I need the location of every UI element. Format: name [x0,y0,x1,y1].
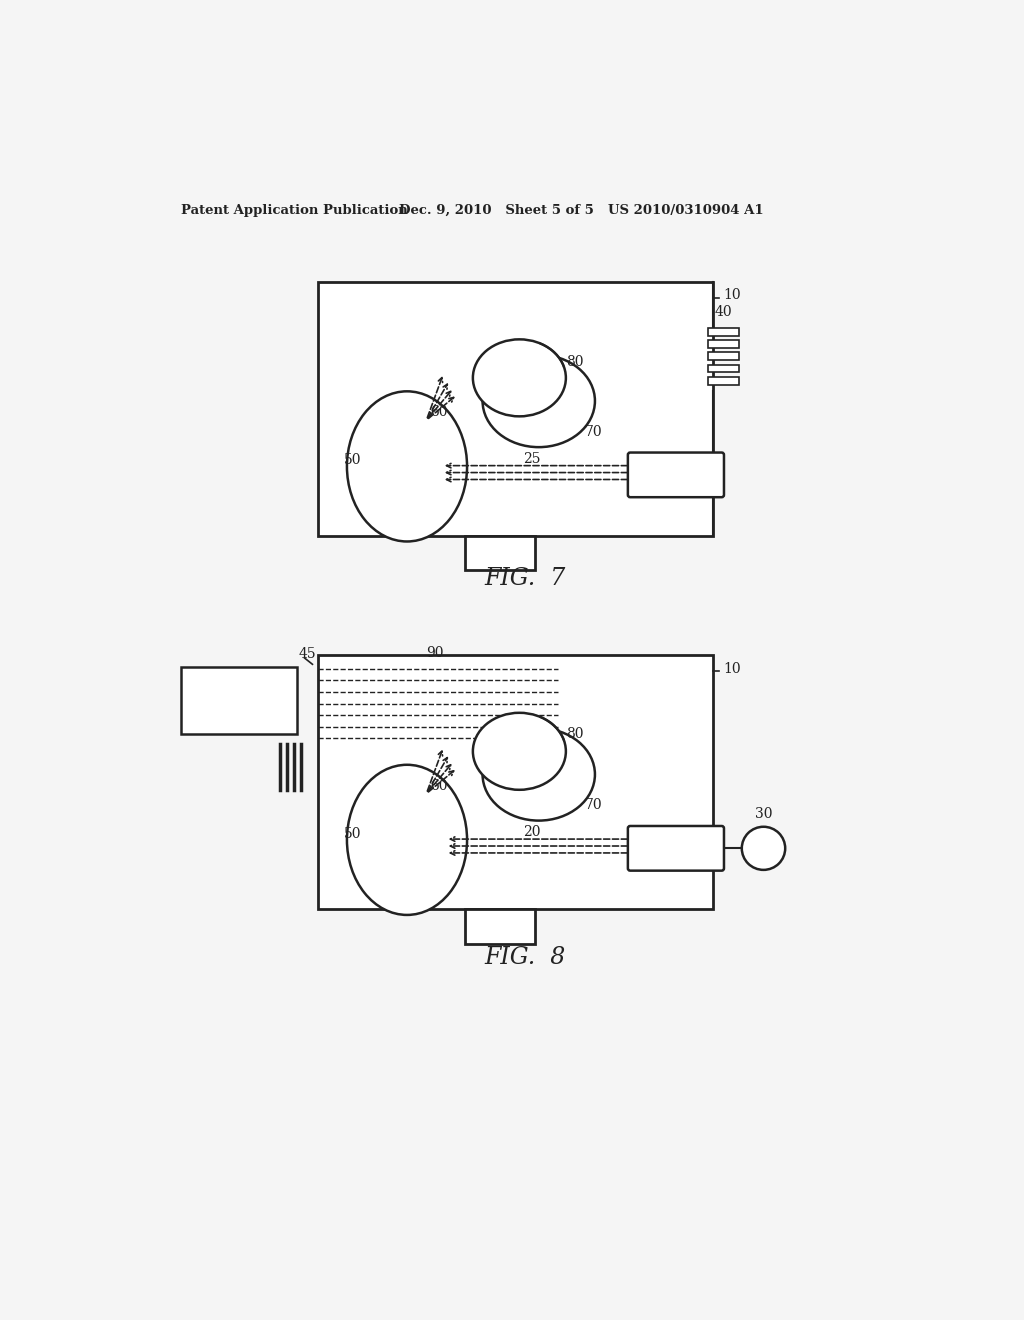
Text: Dec. 9, 2010   Sheet 5 of 5: Dec. 9, 2010 Sheet 5 of 5 [399,205,594,218]
FancyBboxPatch shape [628,453,724,498]
Text: Reactive: Reactive [647,836,705,849]
Bar [317,281,713,536]
Text: 70: 70 [586,799,603,812]
Ellipse shape [741,826,785,870]
Text: 60: 60 [430,405,447,420]
Text: 10: 10 [723,661,740,676]
Text: Plasma Source,: Plasma Source, [197,673,282,684]
Text: 50: 50 [343,826,360,841]
Text: FIG.  7: FIG. 7 [484,566,565,590]
Text: RF: RF [754,842,773,855]
Text: US 2010/0310904 A1: US 2010/0310904 A1 [608,205,764,218]
Text: 80: 80 [566,355,584,370]
Bar [180,667,297,734]
Bar [708,327,738,335]
Text: such as Ion: such as Ion [208,688,270,698]
FancyBboxPatch shape [628,826,724,871]
Text: 80: 80 [566,727,584,742]
Text: ICP, ECR etc.: ICP, ECR etc. [203,717,275,727]
Ellipse shape [347,764,467,915]
Text: Laser: Laser [657,479,695,492]
Bar [708,352,738,360]
Bar [708,341,738,348]
Text: 50: 50 [343,453,360,467]
Text: 45: 45 [299,647,316,660]
Ellipse shape [482,355,595,447]
Text: Patent Application Publication: Patent Application Publication [180,205,408,218]
Ellipse shape [482,729,595,821]
Text: Pulsed: Pulsed [653,463,698,477]
Bar [708,378,738,385]
Text: 25: 25 [523,451,541,466]
Ellipse shape [347,391,467,541]
Text: 90: 90 [426,645,443,660]
Text: 30: 30 [755,808,772,821]
Text: 70: 70 [586,425,603,438]
Text: 10: 10 [723,289,740,302]
Bar [465,536,535,570]
Bar [465,909,535,944]
Text: 60: 60 [430,779,447,793]
Ellipse shape [473,339,566,416]
Text: 40: 40 [715,305,732,319]
Ellipse shape [473,713,566,789]
Text: Ion Beam: Ion Beam [644,851,708,865]
Text: FIG.  8: FIG. 8 [484,946,565,969]
Text: Beam, CCP,: Beam, CCP, [207,702,270,713]
Bar [317,655,713,909]
Bar [708,364,738,372]
Text: 20: 20 [523,825,541,840]
